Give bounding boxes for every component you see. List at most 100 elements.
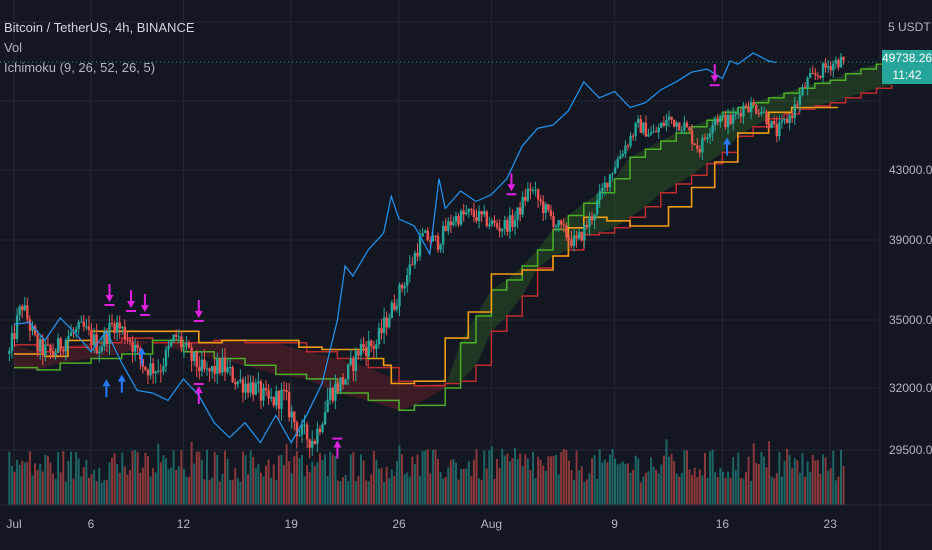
candle-body xyxy=(346,364,350,380)
candle-body xyxy=(667,116,671,120)
volume-bar xyxy=(598,449,601,505)
candle-body xyxy=(572,235,576,247)
price-tick-label: 35000.00 xyxy=(889,313,932,327)
volume-bar xyxy=(213,452,216,505)
volume-bar xyxy=(64,481,67,505)
candle-body xyxy=(172,334,175,342)
ichimoku-indicator-label[interactable]: Ichimoku (9, 26, 52, 26, 5) xyxy=(4,60,156,75)
symbol-title[interactable]: Bitcoin / TetherUS, 4h, BINANCE xyxy=(4,20,195,35)
volume-bar xyxy=(26,462,29,505)
candle-body xyxy=(377,328,381,345)
volume-bar xyxy=(419,476,422,505)
candle-body xyxy=(46,344,50,346)
volume-bar xyxy=(449,459,452,505)
volume-bar xyxy=(442,478,445,505)
candle-body xyxy=(169,341,173,347)
volume-bar xyxy=(819,473,822,505)
volume-bar xyxy=(370,474,373,505)
volume-bar xyxy=(444,477,447,505)
volume-bar xyxy=(806,461,809,505)
time-tick-label: 12 xyxy=(177,517,191,531)
volume-bar xyxy=(298,458,301,505)
candle-body xyxy=(549,210,553,217)
volume-bar xyxy=(67,460,70,505)
volume-bar xyxy=(275,479,278,505)
volume-bar xyxy=(342,477,345,505)
volume-bar xyxy=(326,476,329,505)
candle-body xyxy=(72,332,75,334)
volume-bar xyxy=(678,476,681,505)
volume-bar xyxy=(457,479,460,505)
candle-body xyxy=(452,221,455,226)
volume-bar xyxy=(416,454,419,505)
candle-body xyxy=(13,333,16,339)
volume-bar xyxy=(313,466,316,505)
volume-bar xyxy=(136,452,139,505)
volume-bar xyxy=(367,481,370,505)
candle-body xyxy=(506,220,509,232)
volume-bar xyxy=(41,471,44,505)
candle-body xyxy=(62,349,65,352)
volume-bar xyxy=(193,463,196,505)
candle-body xyxy=(87,326,91,330)
buy-arrow-head xyxy=(723,137,732,145)
cloud-segment xyxy=(630,149,646,218)
candle-body xyxy=(349,358,352,365)
volume-bar xyxy=(454,462,457,505)
candle-body xyxy=(252,382,255,395)
volume-bar xyxy=(465,468,468,505)
cloud-segment xyxy=(337,358,369,401)
volume-indicator-label[interactable]: Vol xyxy=(4,40,23,55)
candle-body xyxy=(344,379,347,385)
volume-bar xyxy=(90,474,93,505)
volume-bar xyxy=(544,470,547,505)
candle-body xyxy=(59,338,62,350)
volume-bar xyxy=(159,462,162,505)
currency-unit-label[interactable]: 5 USDT xyxy=(888,20,931,34)
senkou-span-a-line xyxy=(14,56,893,412)
candle-body xyxy=(577,232,581,239)
volume-bar xyxy=(537,456,540,505)
time-tick-label: 6 xyxy=(88,517,95,531)
volume-bar xyxy=(426,449,429,505)
candle-body xyxy=(223,357,227,373)
candle-body xyxy=(498,227,501,232)
volume-bar xyxy=(395,461,398,505)
candle-body xyxy=(685,122,689,128)
volume-bar xyxy=(229,480,232,505)
volume-bar xyxy=(254,468,257,505)
candle-body xyxy=(244,383,247,393)
candle-body xyxy=(837,59,840,68)
volume-bar xyxy=(478,478,481,505)
candle-body xyxy=(721,114,725,117)
candle-body xyxy=(195,352,198,367)
candle-body xyxy=(323,411,327,425)
candle-body xyxy=(434,235,437,237)
volume-bar xyxy=(431,449,434,505)
volume-bar xyxy=(752,443,755,505)
candle-body xyxy=(500,229,504,232)
volume-bar xyxy=(822,454,825,505)
volume-bar xyxy=(408,476,411,505)
volume-bar xyxy=(321,459,324,505)
volume-bar xyxy=(642,476,645,505)
volume-bar xyxy=(773,478,776,505)
candle-body xyxy=(480,211,483,215)
candle-body xyxy=(660,122,663,128)
candle-body xyxy=(583,224,586,241)
volume-bar xyxy=(637,458,640,505)
candles xyxy=(8,52,845,459)
candle-body xyxy=(382,317,386,334)
candle-body xyxy=(26,305,29,320)
volume-bar xyxy=(236,478,239,505)
candle-body xyxy=(714,118,717,125)
candle-body xyxy=(231,367,234,383)
candle-body xyxy=(316,428,319,444)
candle-body xyxy=(36,334,39,352)
candle-body xyxy=(652,131,655,133)
candle-body xyxy=(115,322,119,333)
candle-body xyxy=(395,306,399,310)
candle-body xyxy=(701,137,704,153)
